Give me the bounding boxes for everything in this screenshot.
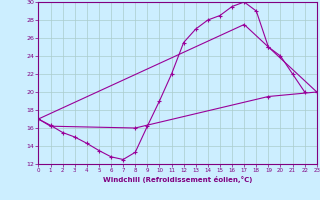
X-axis label: Windchill (Refroidissement éolien,°C): Windchill (Refroidissement éolien,°C) (103, 176, 252, 183)
